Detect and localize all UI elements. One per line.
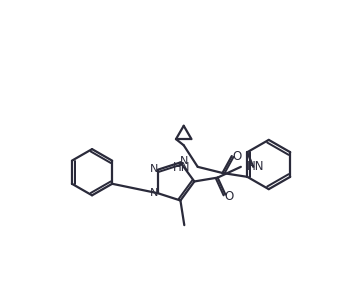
Text: O: O [233, 149, 242, 163]
Text: N: N [150, 164, 158, 174]
Text: N: N [180, 156, 188, 166]
Text: N: N [150, 188, 158, 198]
Text: O: O [225, 190, 234, 203]
Text: HN: HN [247, 160, 265, 173]
Text: HN: HN [172, 161, 190, 174]
